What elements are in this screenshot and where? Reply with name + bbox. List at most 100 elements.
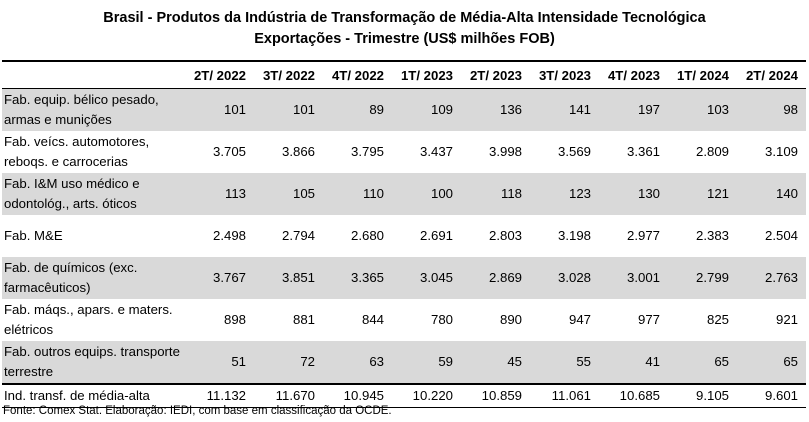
value-cell: 130: [599, 173, 668, 215]
total-value-cell: 11.061: [530, 383, 599, 408]
value-cell: 63: [323, 341, 392, 384]
value-cell: 3.361: [626, 144, 660, 159]
value-cell: 898: [223, 312, 246, 327]
value-cell: 3.851: [254, 257, 323, 299]
value-cell: 3.795: [350, 144, 384, 159]
table-row: Fab. de químicos (exc. farmacêuticos) 3.7…: [2, 257, 806, 299]
row-label: Fab. I&M uso médico e odontológ., arts. …: [2, 173, 185, 215]
column-header-period: 1T/ 2023: [392, 60, 461, 89]
value-cell: 2.869: [461, 257, 530, 299]
value-cell: 881: [292, 312, 315, 327]
value-cell: 977: [637, 312, 660, 327]
total-value-cell: 9.601: [737, 383, 806, 408]
row-label: Fab. máqs., apars. e maters. elétricos: [4, 302, 173, 337]
total-value-cell: 10.220: [392, 383, 461, 408]
value-cell: 825: [706, 312, 729, 327]
value-cell: 100: [392, 173, 461, 215]
value-cell: 2.498: [212, 228, 246, 243]
value-cell: 65: [737, 341, 806, 384]
table-title: Brasil - Produtos da Indústria de Transf…: [0, 0, 809, 48]
value-cell: 3.109: [764, 144, 798, 159]
value-cell: 141: [530, 88, 599, 131]
header-row: 2T/ 2022 3T/ 2022 4T/ 2022 1T/ 2023 2T/ 2023…: [2, 60, 806, 89]
value-cell: 103: [668, 88, 737, 131]
value-cell: 123: [530, 173, 599, 215]
value-cell: 105: [254, 173, 323, 215]
table-row: Fab. equip. bélico pesado, armas e muniç…: [2, 88, 806, 131]
value-cell: 844: [361, 312, 384, 327]
value-cell: 780: [430, 312, 453, 327]
value-cell: 72: [254, 341, 323, 384]
value-cell: 121: [668, 173, 737, 215]
total-value-cell: 10.685: [599, 383, 668, 408]
value-cell: 3.705: [212, 144, 246, 159]
table-row: Fab. M&E 2.498 2.794 2.680 2.691 2.803 3.198 2.…: [2, 215, 806, 257]
value-cell: 3.365: [323, 257, 392, 299]
value-cell: 2.809: [695, 144, 729, 159]
exports-table: 2T/ 2022 3T/ 2022 4T/ 2022 1T/ 2023 2T/ 2023…: [2, 60, 806, 408]
total-value-cell: 10.945: [323, 383, 392, 408]
value-cell: 3.045: [392, 257, 461, 299]
source-note: Fonte: Comex Stat. Elaboração: IEDI, com…: [3, 405, 392, 417]
table-row: Fab. I&M uso médico e odontológ., arts. …: [2, 173, 806, 215]
total-value-cell: 9.105: [668, 383, 737, 408]
value-cell: 101: [254, 88, 323, 131]
value-cell: 2.680: [350, 228, 384, 243]
table-row: Fab. veícs. automotores, reboqs. e carro…: [2, 131, 806, 173]
value-cell: 101: [185, 88, 254, 131]
value-cell: 3.028: [530, 257, 599, 299]
row-label: Fab. equip. bélico pesado, armas e muniç…: [2, 88, 185, 131]
row-label: Fab. M&E: [4, 228, 63, 243]
column-header-period: 4T/ 2022: [323, 60, 392, 89]
total-value-cell: 10.859: [461, 383, 530, 408]
value-cell: 3.866: [281, 144, 315, 159]
row-label: Fab. veícs. automotores, reboqs. e carro…: [4, 134, 150, 169]
value-cell: 2.794: [281, 228, 315, 243]
value-cell: 118: [461, 173, 530, 215]
value-cell: 140: [737, 173, 806, 215]
title-line-2: Exportações - Trimestre (US$ milhões FOB…: [254, 31, 555, 47]
column-header-period: 2T/ 2022: [185, 60, 254, 89]
value-cell: 3.198: [557, 228, 591, 243]
row-label: Fab. de químicos (exc. farmacêuticos): [2, 257, 185, 299]
value-cell: 2.504: [764, 228, 798, 243]
column-header-label: [2, 60, 185, 89]
value-cell: 921: [775, 312, 798, 327]
value-cell: 2.383: [695, 228, 729, 243]
total-label: Ind. transf. de média-alta: [2, 383, 185, 408]
value-cell: 2.763: [737, 257, 806, 299]
row-label: Fab. outros equips. transporte terrestre: [2, 341, 185, 384]
value-cell: 109: [392, 88, 461, 131]
total-value-cell: 11.670: [254, 383, 323, 408]
total-value-cell: 11.132: [185, 383, 254, 408]
table-body: Fab. equip. bélico pesado, armas e muniç…: [2, 88, 806, 408]
title-line-1: Brasil - Produtos da Indústria de Transf…: [103, 10, 706, 26]
value-cell: 113: [185, 173, 254, 215]
value-cell: 2.803: [488, 228, 522, 243]
column-header-period: 2T/ 2023: [461, 60, 530, 89]
table-row: Fab. máqs., apars. e maters. elétricos 89…: [2, 299, 806, 341]
total-row: Ind. transf. de média-alta 11.132 11.670 10…: [2, 383, 806, 408]
value-cell: 55: [530, 341, 599, 384]
value-cell: 89: [323, 88, 392, 131]
value-cell: 45: [461, 341, 530, 384]
value-cell: 2.799: [668, 257, 737, 299]
column-header-period: 2T/ 2024: [737, 60, 806, 89]
column-header-period: 1T/ 2024: [668, 60, 737, 89]
column-header-period: 3T/ 2023: [530, 60, 599, 89]
value-cell: 3.437: [419, 144, 453, 159]
value-cell: 947: [568, 312, 591, 327]
value-cell: 3.767: [185, 257, 254, 299]
value-cell: 59: [392, 341, 461, 384]
value-cell: 890: [499, 312, 522, 327]
value-cell: 136: [461, 88, 530, 131]
value-cell: 2.977: [626, 228, 660, 243]
column-header-period: 3T/ 2022: [254, 60, 323, 89]
value-cell: 98: [737, 88, 806, 131]
value-cell: 41: [599, 341, 668, 384]
value-cell: 2.691: [419, 228, 453, 243]
value-cell: 3.569: [557, 144, 591, 159]
column-header-period: 4T/ 2023: [599, 60, 668, 89]
value-cell: 3.998: [488, 144, 522, 159]
value-cell: 3.001: [599, 257, 668, 299]
